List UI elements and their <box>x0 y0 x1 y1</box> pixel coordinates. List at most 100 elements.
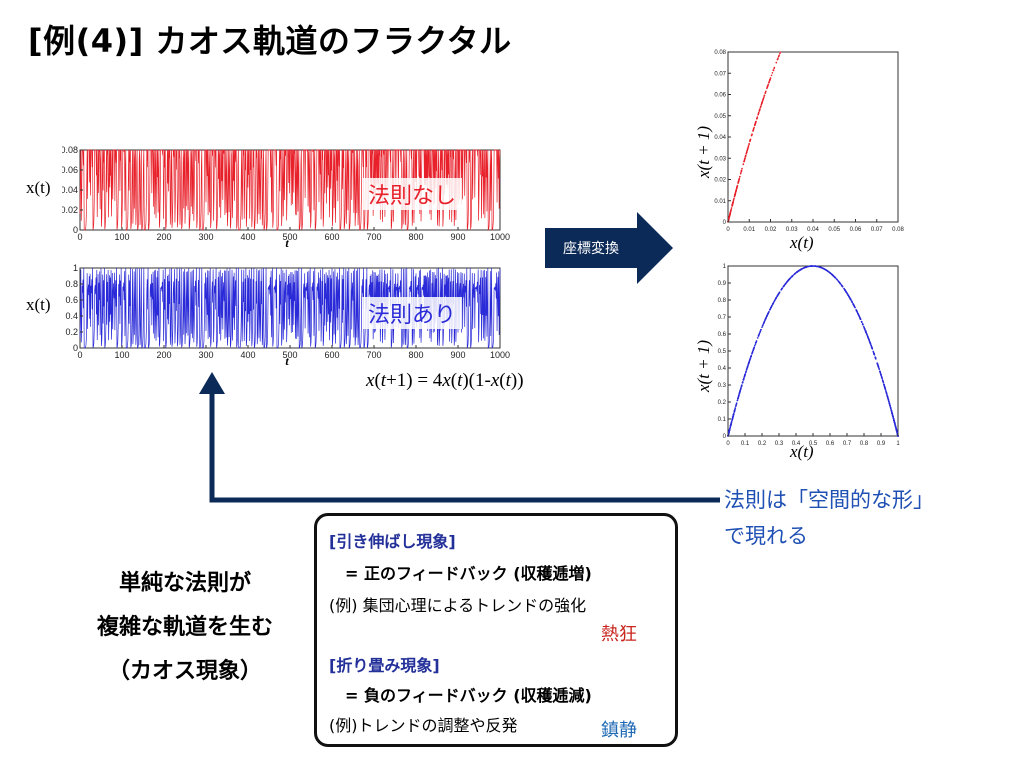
scatter-x-tick-label: 0.08 <box>892 227 904 233</box>
scatter-point <box>748 143 750 145</box>
parabola-point <box>882 379 884 382</box>
parabola-point <box>733 410 736 413</box>
parabola-x-tick-label: 0.9 <box>877 441 886 447</box>
parabola-point <box>744 373 747 375</box>
parabola-point <box>772 301 775 304</box>
scatter-point <box>731 202 734 205</box>
frenzy-label: 熱狂 <box>601 624 637 645</box>
parabola-point <box>738 392 741 394</box>
parabola-x-tick-label: 0.5 <box>809 441 818 447</box>
scatter-point <box>776 58 779 61</box>
scatter-point <box>750 134 753 137</box>
parabola-point <box>810 265 812 267</box>
parabola-point <box>888 400 890 403</box>
parabola-point <box>733 412 735 415</box>
scatter-point <box>729 213 731 215</box>
parabola-point <box>780 288 783 291</box>
bottom-plot-x-tick-label: 700 <box>366 350 381 360</box>
scatter-point <box>768 80 771 83</box>
bottom-plot-x-label: t <box>285 354 289 368</box>
scatter-point <box>739 175 741 178</box>
parabola-point <box>885 392 888 395</box>
scatter-point <box>746 150 748 152</box>
parabola-point <box>761 325 764 327</box>
scatter-x-tick-label: 0.02 <box>765 227 777 233</box>
parabola-point <box>752 348 755 351</box>
law-caption-line1: 法則は「空間的な形」 <box>724 488 934 512</box>
parabola-point <box>857 313 859 315</box>
bottom-plot-y-label: x(t) <box>26 295 51 314</box>
parabola-point <box>786 280 789 282</box>
parabola-point <box>886 395 889 397</box>
parabola-point <box>859 318 862 320</box>
parabola-point <box>766 314 769 317</box>
parabola-point <box>880 374 882 376</box>
top-plot-y-tick-label: 0.04 <box>62 185 78 195</box>
parabola-point <box>735 402 738 404</box>
parabola-y-tick-label: 0.6 <box>718 332 727 338</box>
parabola-x-tick-label: 0.4 <box>792 441 801 447</box>
parabola-point <box>893 419 895 422</box>
parabola-point <box>889 404 891 406</box>
scatter-point <box>767 83 769 86</box>
scatter-point <box>733 195 736 198</box>
parabola-point <box>834 276 836 279</box>
parabola-y-tick-label: 0.4 <box>718 366 727 372</box>
parabola-point <box>873 352 875 355</box>
parabola-point <box>774 298 777 301</box>
scatter-point <box>744 155 747 158</box>
scatter-x-tick-label: 0.04 <box>807 227 819 233</box>
top-plot-x-tick-label: 800 <box>408 232 423 242</box>
parabola-point <box>887 399 890 401</box>
page-title: [例(4)] カオス軌道のフラクタル <box>28 22 512 60</box>
scatter-point <box>740 170 743 173</box>
parabola-x-tick-label: 0.7 <box>843 441 852 447</box>
scatter-point <box>766 86 769 88</box>
top-plot-y-tick-label: 0.02 <box>62 205 78 215</box>
parabola-point <box>750 355 752 358</box>
calm-label: 鎮静 <box>601 720 637 741</box>
parabola-point <box>850 300 853 302</box>
scatter-point <box>749 138 752 141</box>
parabola-point <box>751 352 754 354</box>
scatter-point <box>761 100 764 103</box>
parabola-point <box>839 282 842 285</box>
parabola-point <box>777 293 779 296</box>
left-caption-line1: 単純な法則が <box>118 571 251 596</box>
scatter-chart: 0 0.01 0.02 0.03 0.04 0.05 0.06 0.07 0.08 0 0.01 0… <box>714 50 904 233</box>
parabola-point <box>843 287 845 290</box>
parabola-y-tick-label: 1 <box>723 264 727 270</box>
parabola-point <box>740 387 742 389</box>
scatter-point <box>762 99 764 102</box>
parabola-point <box>877 366 880 369</box>
top-plot-x-tick-label: 1000 <box>490 232 510 242</box>
parabola-point <box>730 421 733 424</box>
parabola-point <box>862 323 864 326</box>
parabola-point <box>754 344 756 347</box>
parabola-point <box>879 370 881 372</box>
parabola-point <box>869 342 872 345</box>
parabola-point <box>764 319 766 321</box>
parabola-point <box>755 340 758 342</box>
parabola-point <box>740 385 743 387</box>
scatter-point <box>756 117 758 120</box>
top-plot-x-tick-label: 900 <box>450 232 465 242</box>
parabola-point <box>815 265 818 268</box>
scatter-point <box>761 102 763 104</box>
scatter-y-tick-label: 0.08 <box>714 50 726 56</box>
scatter-x-tick-label: 0.01 <box>743 227 755 233</box>
parabola-point <box>745 369 748 371</box>
scatter-point <box>757 114 759 116</box>
scatter-point <box>742 163 745 166</box>
parabola-y-tick-label: 0.9 <box>718 281 727 287</box>
parabola-point <box>760 328 762 331</box>
scatter-x-tick-label: 0.05 <box>828 227 840 233</box>
parabola-point <box>744 371 747 374</box>
top-plot-x-tick-label: 200 <box>156 232 171 242</box>
return-arrow-line <box>209 392 720 503</box>
parabola-point <box>892 416 895 419</box>
left-caption-line3: （カオス現象） <box>107 659 262 684</box>
scatter-x-tick-label: 0 <box>726 227 730 233</box>
scatter-point <box>753 126 755 129</box>
top-plot-x-tick-label: 400 <box>240 232 255 242</box>
